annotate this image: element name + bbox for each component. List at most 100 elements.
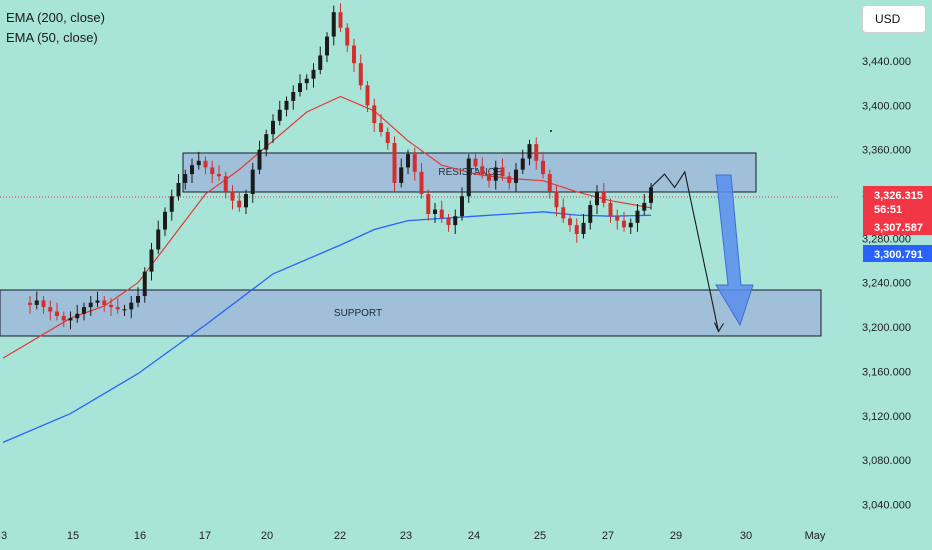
candle-body	[514, 169, 518, 183]
candle-body	[372, 105, 377, 124]
time-tick-label: 30	[740, 530, 752, 542]
time-axis[interactable]: 3 15 16 17 20 22 23 24 25 27 29 30 May	[1, 530, 826, 542]
candle-body	[271, 120, 275, 135]
candle-body	[149, 249, 154, 272]
candle-body	[88, 302, 93, 308]
candle-body	[210, 167, 215, 175]
candle-body	[426, 194, 431, 214]
candle-body	[493, 167, 498, 181]
candle-body	[487, 174, 491, 181]
time-tick-label: 29	[670, 530, 682, 542]
candle-body	[298, 83, 302, 93]
candle-body	[203, 160, 208, 168]
candle-body	[574, 225, 579, 234]
price-tick-label: 3,120.000	[862, 411, 911, 423]
svg-text:56:51: 56:51	[874, 204, 902, 216]
candle-body	[338, 12, 343, 28]
candle-body	[392, 143, 397, 183]
last-price-badge: 3,326.315 56:51	[863, 186, 932, 218]
time-tick-label: 17	[199, 530, 211, 542]
candle-body	[115, 307, 120, 310]
ema50-legend[interactable]: EMA (50, close)	[6, 30, 98, 45]
candle-body	[500, 167, 505, 177]
support-zone[interactable]	[0, 289, 822, 337]
candle-body	[527, 144, 532, 159]
candle-body	[480, 166, 485, 175]
candle-body	[453, 216, 458, 226]
candle-body	[34, 300, 39, 305]
price-tick-label: 3,040.000	[862, 499, 911, 511]
candle-body	[129, 302, 134, 310]
candle-body	[406, 154, 410, 168]
candle-body	[318, 55, 323, 70]
candle-body	[55, 311, 59, 316]
candle-body	[446, 218, 451, 226]
candle-body	[358, 63, 363, 86]
ema50-line	[2, 95, 652, 359]
price-axis-background[interactable]	[840, 0, 932, 550]
candle-body	[399, 167, 404, 183]
ema200-badge: 3,300.791	[863, 245, 932, 262]
candle-body	[473, 158, 478, 167]
candle-body	[466, 158, 471, 197]
candle-body	[460, 196, 464, 217]
candle-body	[534, 144, 539, 161]
candle-body	[109, 304, 113, 308]
candle-body	[568, 218, 572, 226]
marker-dot	[550, 130, 552, 132]
candle-body	[581, 222, 586, 234]
candle-body	[541, 160, 545, 175]
candle-body	[507, 176, 512, 183]
candle-body	[554, 191, 559, 208]
ema200-legend[interactable]: EMA (200, close)	[6, 10, 105, 25]
svg-text:3,300.791: 3,300.791	[874, 249, 923, 261]
time-tick-label: 3	[1, 530, 7, 542]
candle-body	[257, 149, 262, 170]
candle-body	[608, 202, 613, 217]
candle-body	[250, 169, 255, 195]
candle-body	[82, 307, 86, 314]
candle-body	[547, 174, 552, 192]
candle-body	[642, 202, 647, 211]
svg-text:3,326.315: 3,326.315	[874, 190, 923, 202]
time-tick-label: 20	[261, 530, 273, 542]
candle-body	[291, 92, 296, 101]
candle-body	[68, 318, 73, 321]
ema200-layer	[2, 211, 652, 443]
candles-layer	[28, 3, 653, 330]
candle-body	[622, 220, 626, 228]
candle-body	[325, 36, 329, 56]
chart-background	[0, 0, 840, 550]
price-tick-label: 3,240.000	[862, 278, 911, 290]
candle-body	[433, 209, 437, 214]
candle-body	[439, 209, 444, 219]
candle-body	[28, 302, 32, 305]
candle-body	[163, 211, 167, 230]
candle-body	[588, 205, 593, 223]
candle-body	[95, 300, 100, 303]
time-tick-label: 25	[534, 530, 546, 542]
support-label: SUPPORT	[334, 308, 382, 319]
candle-body	[223, 176, 228, 192]
candle-body	[75, 313, 80, 319]
candle-body	[520, 158, 525, 170]
bearish-arrow-icon	[715, 174, 754, 327]
ema50-badge: 3,307.587	[863, 218, 932, 235]
candle-body	[628, 222, 633, 228]
price-tick-label: 3,360.000	[862, 145, 911, 157]
time-tick-label: 15	[67, 530, 79, 542]
candle-body	[331, 12, 336, 37]
price-tick-label: 3,280.000	[862, 233, 911, 245]
ema200-line	[2, 211, 652, 443]
candle-body	[122, 309, 127, 311]
candle-body	[196, 160, 201, 166]
candle-body	[561, 207, 566, 219]
candle-body	[284, 100, 289, 110]
candle-body	[385, 131, 390, 144]
currency-button[interactable]: USD	[862, 5, 926, 33]
candle-body	[156, 229, 161, 250]
price-tick-label: 3,080.000	[862, 455, 911, 467]
candle-body	[244, 194, 248, 208]
time-tick-label: May	[805, 530, 826, 542]
